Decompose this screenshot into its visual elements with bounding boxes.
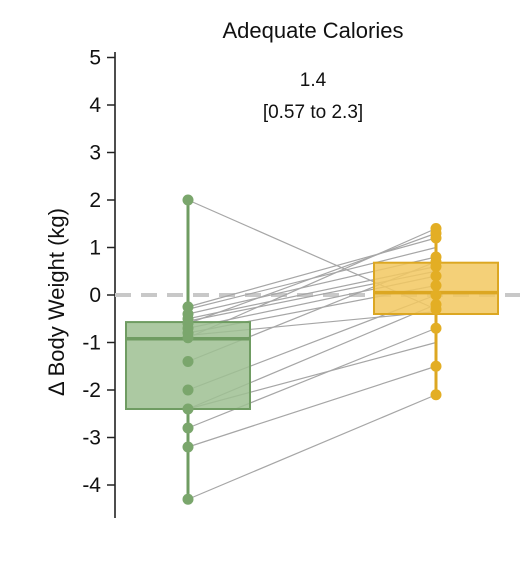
data-point [182, 403, 194, 415]
chart-title: Adequate Calories [222, 18, 403, 43]
data-point [430, 389, 442, 401]
data-point [430, 322, 442, 334]
data-point [182, 441, 194, 453]
data-point [430, 270, 442, 282]
pair-line [187, 365, 437, 448]
y-tick-label: -2 [82, 379, 101, 402]
data-point [182, 422, 194, 434]
y-tick-label: 4 [89, 94, 101, 117]
pair-line [187, 327, 437, 429]
data-point [182, 356, 194, 367]
data-point [430, 303, 442, 315]
data-point [430, 261, 442, 272]
y-tick-label: 0 [89, 284, 101, 307]
data-point [430, 232, 442, 244]
data-point [182, 194, 194, 206]
data-point [430, 280, 442, 291]
data-point [430, 289, 442, 301]
y-tick-label: 2 [89, 189, 101, 212]
y-tick-label: 1 [89, 237, 101, 260]
y-tick-label: -1 [82, 332, 101, 355]
pair-line [187, 394, 437, 500]
y-tick-label: 5 [89, 47, 101, 70]
pair-line [187, 237, 437, 308]
data-point [430, 360, 442, 372]
data-point [182, 332, 194, 344]
pair-line [187, 227, 437, 339]
y-tick-label: -3 [82, 427, 101, 450]
annotation-estimate: 1.4 [300, 70, 327, 91]
data-point [182, 384, 194, 396]
y-tick-label: 3 [89, 142, 101, 165]
y-axis-label: Δ Body Weight (kg) [44, 208, 69, 396]
pair-line [187, 246, 437, 310]
y-tick-label: -4 [82, 474, 101, 497]
data-point [182, 493, 194, 505]
annotation-interval: [0.57 to 2.3] [263, 102, 363, 123]
